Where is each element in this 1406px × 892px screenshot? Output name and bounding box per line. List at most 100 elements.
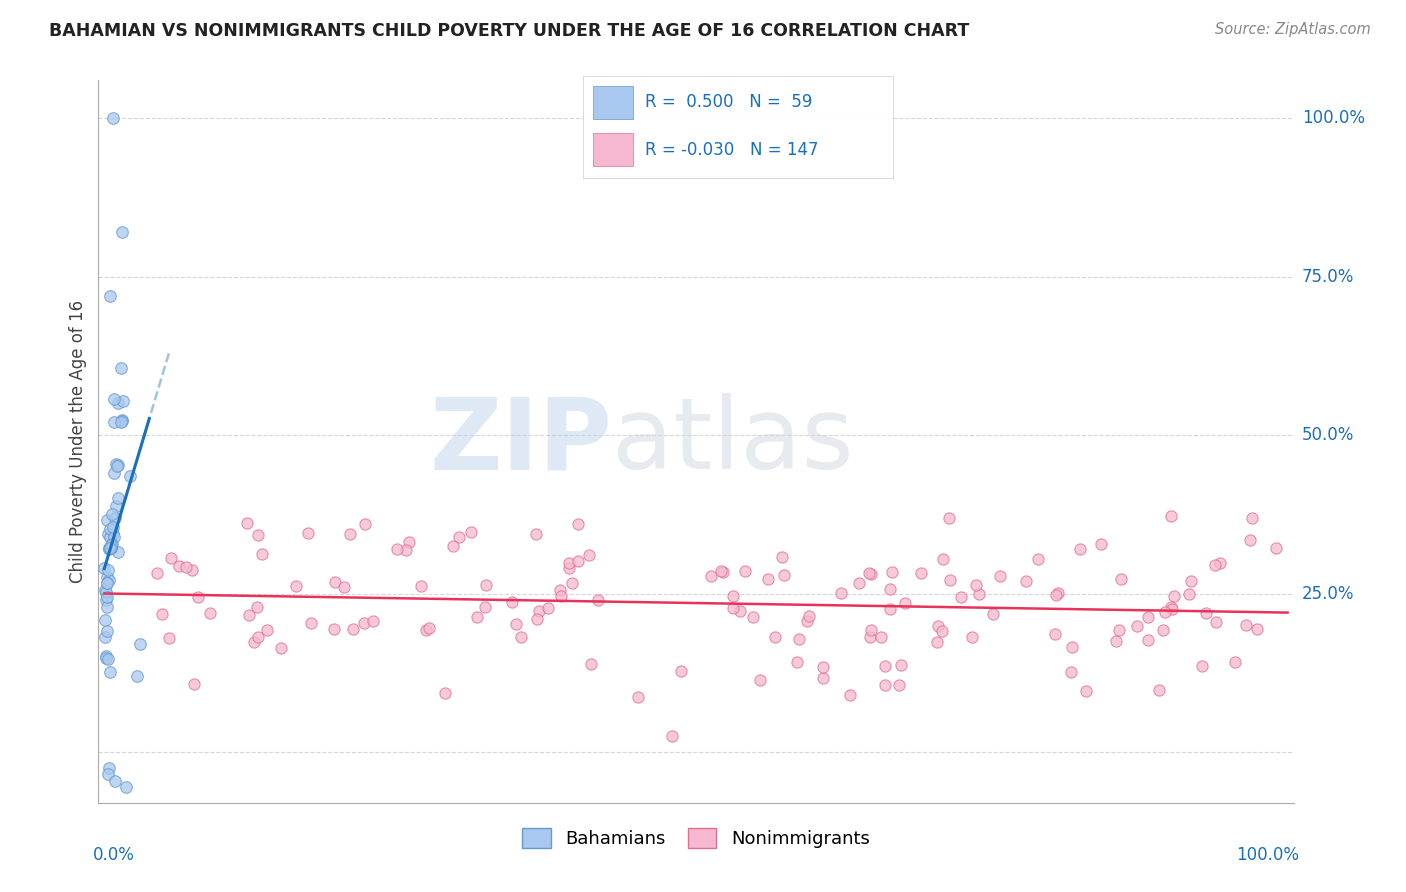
- Point: [411, 579, 433, 593]
- Point: [105, 457, 128, 471]
- Point: [323, 574, 346, 589]
- Point: [763, 630, 786, 644]
- Point: [859, 567, 882, 582]
- Point: [527, 604, 550, 618]
- Point: [1045, 588, 1067, 602]
- Point: [711, 565, 734, 579]
- Point: [236, 516, 259, 530]
- Point: [441, 540, 464, 554]
- Point: [882, 566, 904, 580]
- Point: [949, 590, 972, 604]
- Point: [734, 564, 756, 578]
- Point: [860, 623, 883, 637]
- Point: [94, 651, 117, 665]
- Point: [176, 560, 198, 574]
- Point: [811, 671, 834, 685]
- Point: [181, 562, 204, 576]
- Point: [1225, 655, 1247, 669]
- Point: [97, 541, 120, 555]
- Point: [661, 729, 683, 743]
- Point: [96, 592, 118, 607]
- Point: [1209, 556, 1232, 570]
- Point: [839, 689, 862, 703]
- Point: [128, 637, 150, 651]
- Point: [1163, 589, 1185, 603]
- Point: [1060, 640, 1083, 654]
- Point: [107, 545, 129, 559]
- Point: [323, 622, 346, 636]
- Point: [1154, 605, 1177, 619]
- Point: [101, 526, 124, 541]
- Point: [460, 524, 482, 539]
- Point: [579, 657, 602, 671]
- Text: R = -0.030   N = 147: R = -0.030 N = 147: [645, 141, 818, 159]
- Bar: [593, 87, 633, 119]
- Point: [1090, 537, 1112, 551]
- Point: [910, 566, 932, 580]
- Point: [415, 623, 437, 637]
- Point: [110, 361, 132, 376]
- Point: [363, 615, 385, 629]
- Point: [1161, 602, 1184, 616]
- Point: [96, 599, 118, 614]
- Point: [247, 528, 270, 542]
- Point: [1074, 684, 1097, 698]
- Point: [98, 761, 121, 775]
- Point: [548, 583, 571, 598]
- Point: [1108, 623, 1130, 637]
- Point: [103, 467, 125, 481]
- Point: [1265, 541, 1288, 555]
- Text: 100.0%: 100.0%: [1302, 110, 1365, 128]
- Point: [730, 604, 752, 618]
- Point: [200, 606, 222, 620]
- Point: [103, 392, 125, 406]
- Text: Source: ZipAtlas.com: Source: ZipAtlas.com: [1215, 22, 1371, 37]
- Point: [94, 582, 117, 597]
- Point: [501, 595, 523, 609]
- Text: 25.0%: 25.0%: [1302, 584, 1354, 603]
- Point: [981, 607, 1004, 621]
- Point: [243, 634, 266, 648]
- Point: [98, 530, 121, 544]
- Point: [1105, 634, 1128, 648]
- Point: [114, 780, 136, 794]
- Point: [449, 530, 471, 544]
- Point: [524, 527, 547, 541]
- Point: [98, 574, 121, 588]
- Text: ZIP: ZIP: [429, 393, 613, 490]
- Point: [931, 624, 953, 639]
- Point: [1239, 533, 1261, 547]
- Point: [962, 630, 984, 644]
- Point: [187, 590, 209, 604]
- Point: [1178, 586, 1201, 600]
- Point: [96, 575, 118, 590]
- Point: [107, 491, 129, 506]
- Point: [250, 547, 273, 561]
- Point: [723, 589, 745, 603]
- Point: [567, 554, 589, 568]
- Point: [710, 564, 733, 578]
- Point: [96, 591, 118, 605]
- Point: [94, 630, 117, 644]
- Point: [578, 548, 600, 562]
- Text: BAHAMIAN VS NONIMMIGRANTS CHILD POVERTY UNDER THE AGE OF 16 CORRELATION CHART: BAHAMIAN VS NONIMMIGRANTS CHILD POVERTY …: [49, 22, 970, 40]
- Point: [475, 578, 498, 592]
- Point: [299, 615, 322, 630]
- Point: [474, 599, 496, 614]
- Point: [925, 635, 948, 649]
- Point: [787, 632, 810, 646]
- Point: [103, 530, 125, 544]
- Point: [1234, 618, 1257, 632]
- Point: [1069, 541, 1091, 556]
- Text: 50.0%: 50.0%: [1302, 426, 1354, 444]
- Point: [700, 569, 723, 583]
- Text: atlas: atlas: [613, 393, 853, 490]
- Point: [550, 589, 572, 603]
- Point: [870, 630, 893, 644]
- Point: [111, 413, 134, 427]
- Point: [96, 649, 118, 664]
- Point: [159, 550, 181, 565]
- Point: [465, 610, 488, 624]
- Point: [1152, 623, 1174, 637]
- Point: [96, 570, 118, 584]
